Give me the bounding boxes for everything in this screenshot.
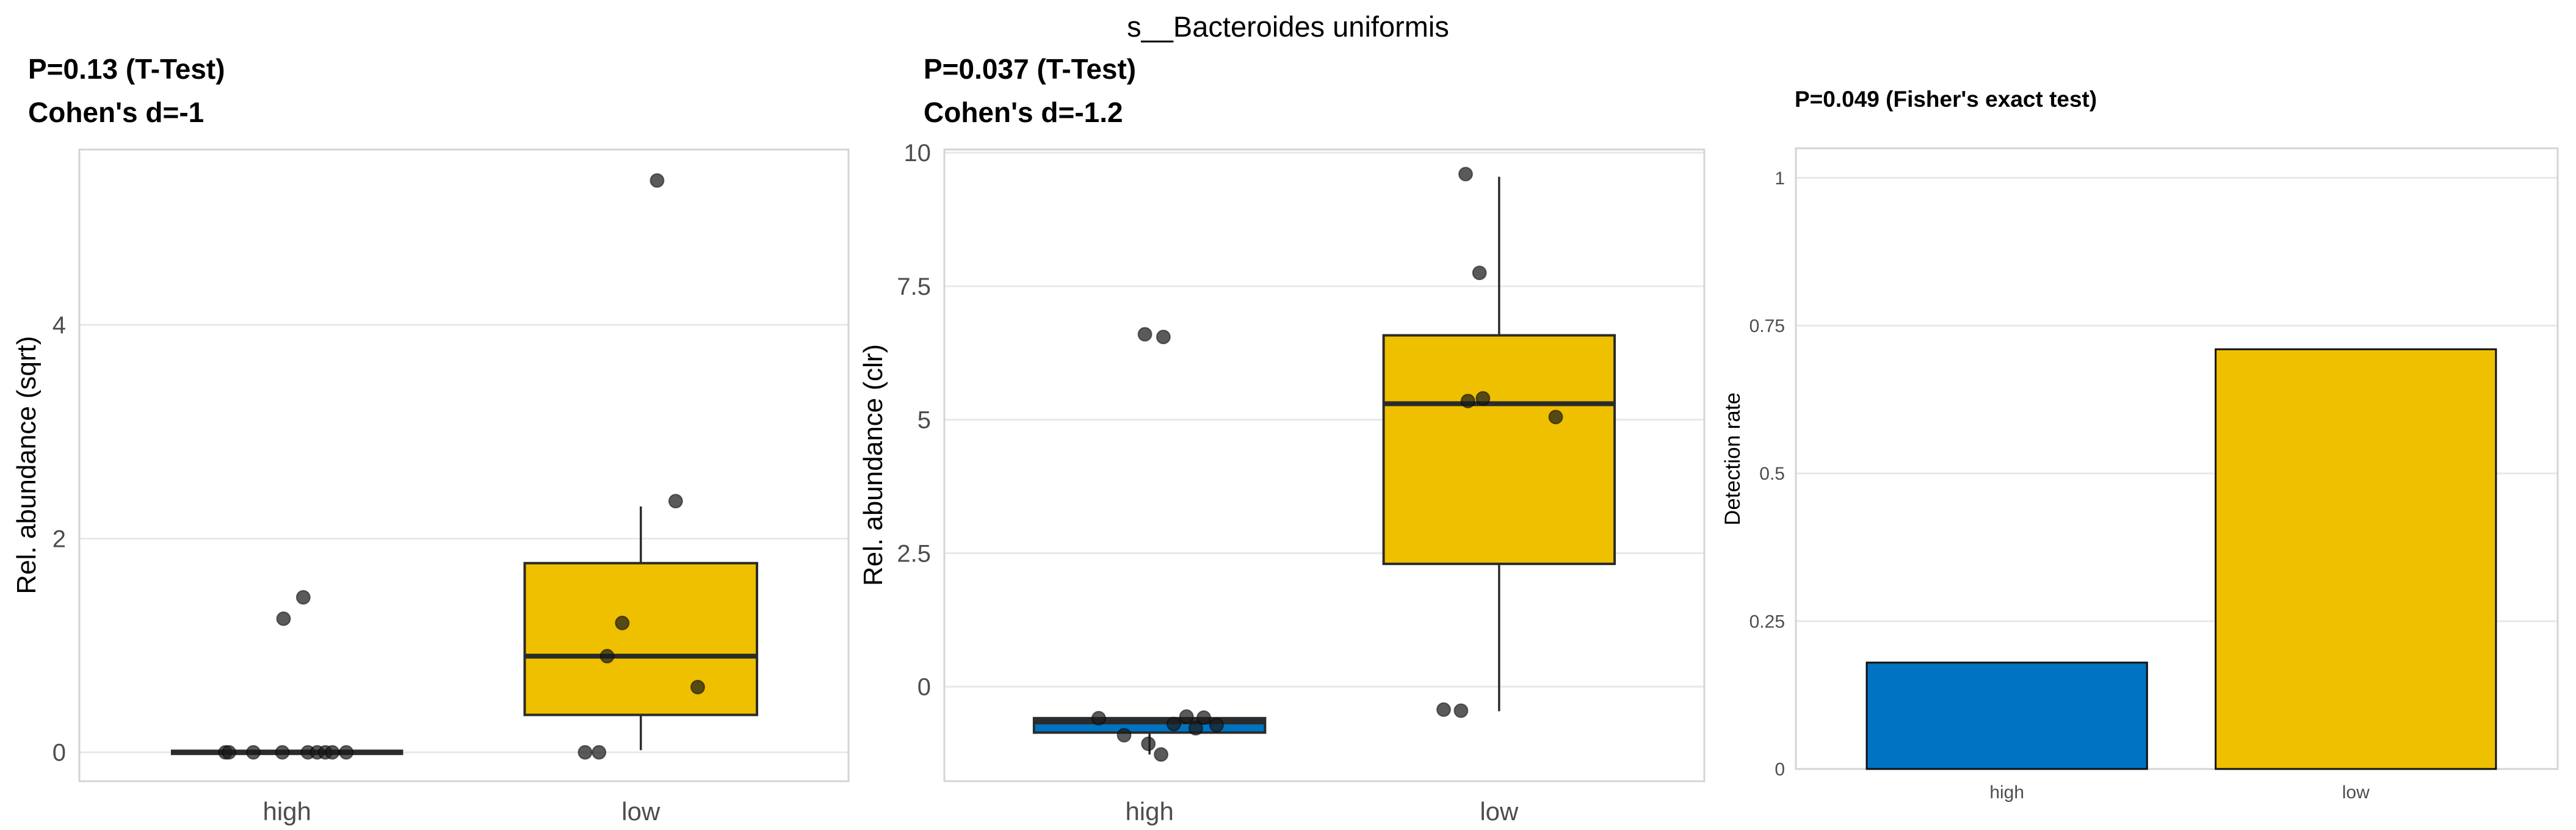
jitter-point-low xyxy=(1460,394,1475,409)
jitter-point-high xyxy=(325,745,340,760)
x-category-label: low xyxy=(1480,797,1519,826)
jitter-point-low xyxy=(1548,410,1563,425)
y-tick-label: 0.75 xyxy=(1749,316,1785,336)
y-tick-label: 0.25 xyxy=(1749,612,1785,632)
jitter-point-high xyxy=(275,745,290,760)
y-tick-label: 2 xyxy=(52,525,66,552)
x-category-label: high xyxy=(1125,797,1173,826)
y-tick-label: 0 xyxy=(917,674,931,701)
y-tick-label: 0 xyxy=(52,740,66,767)
jitter-point-high xyxy=(276,611,291,626)
box-low xyxy=(523,561,759,716)
jitter-point-high xyxy=(1091,710,1106,726)
jitter-point-low xyxy=(1453,703,1469,718)
x-category-label: high xyxy=(1989,782,2024,803)
panel2-title-line1: P=0.037 (T-Test) xyxy=(924,53,1137,85)
figure-title: s__Bacteroides uniformis xyxy=(1127,10,1449,43)
panel1-title: P=0.13 (T-Test) Cohen's d=-1 xyxy=(28,48,225,134)
jitter-point-high xyxy=(1209,718,1224,733)
panel-border xyxy=(78,148,850,782)
panel1-title-line2: Cohen's d=-1 xyxy=(28,96,204,128)
jitter-point-high xyxy=(1188,721,1203,736)
jitter-point-low xyxy=(615,615,630,630)
panel-1: 0 2 4 high low xyxy=(52,148,850,826)
y-tick-label: 10 xyxy=(904,140,932,167)
panel1-title-line1: P=0.13 (T-Test) xyxy=(28,53,225,85)
jitter-point-low xyxy=(649,173,665,188)
panel2-title-line2: Cohen's d=-1.2 xyxy=(924,96,1123,128)
jitter-point-high xyxy=(339,745,354,760)
panel-border xyxy=(1795,147,2559,770)
box-low xyxy=(1382,334,1616,565)
jitter-point-low xyxy=(592,745,607,760)
y-tick-label: 4 xyxy=(52,312,66,339)
jitter-point-high xyxy=(1141,736,1156,751)
x-category-label: low xyxy=(621,797,660,826)
jitter-point-low xyxy=(1458,167,1473,182)
jitter-point-high xyxy=(1154,747,1169,762)
panel-border xyxy=(943,148,1706,782)
jitter-point-high xyxy=(246,745,261,760)
jitter-point-low xyxy=(1475,391,1491,406)
jitter-point-high xyxy=(1179,709,1194,724)
x-category-label: low xyxy=(2342,782,2370,803)
bar-high xyxy=(1865,662,2148,770)
jitter-point-low xyxy=(577,745,593,760)
jitter-point-high xyxy=(1196,710,1212,725)
jitter-point-high xyxy=(295,590,311,605)
jitter-point-high xyxy=(1156,330,1171,345)
y-tick-label: 5 xyxy=(917,407,931,434)
panel-3: 0 0.25 0.5 0.75 1 high low xyxy=(1749,147,2559,803)
y-tick-label: 0 xyxy=(1775,760,1785,780)
jitter-point-low xyxy=(1436,702,1452,717)
jitter-point-high xyxy=(222,745,237,760)
jitter-point-high xyxy=(1116,727,1132,743)
jitter-point-high xyxy=(1137,327,1152,342)
y-tick-label: 0.5 xyxy=(1759,464,1785,484)
x-category-label: high xyxy=(262,797,311,826)
jitter-point-low xyxy=(599,649,615,664)
y-tick-label: 2.5 xyxy=(897,540,931,567)
y-tick-label: 1 xyxy=(1775,168,1785,189)
y-tick-label: 7.5 xyxy=(897,273,931,300)
panel3-title: P=0.049 (Fisher's exact test) xyxy=(1795,87,2097,112)
panel2-title: P=0.037 (T-Test) Cohen's d=-1.2 xyxy=(924,48,1136,134)
jitter-point-low xyxy=(1472,265,1487,281)
jitter-point-high xyxy=(1166,716,1181,732)
bar-low xyxy=(2215,348,2497,770)
jitter-point-low xyxy=(668,494,683,509)
jitter-point-low xyxy=(690,679,706,695)
panel-2: 0 2.5 5 7.5 10 high low xyxy=(897,140,1706,826)
